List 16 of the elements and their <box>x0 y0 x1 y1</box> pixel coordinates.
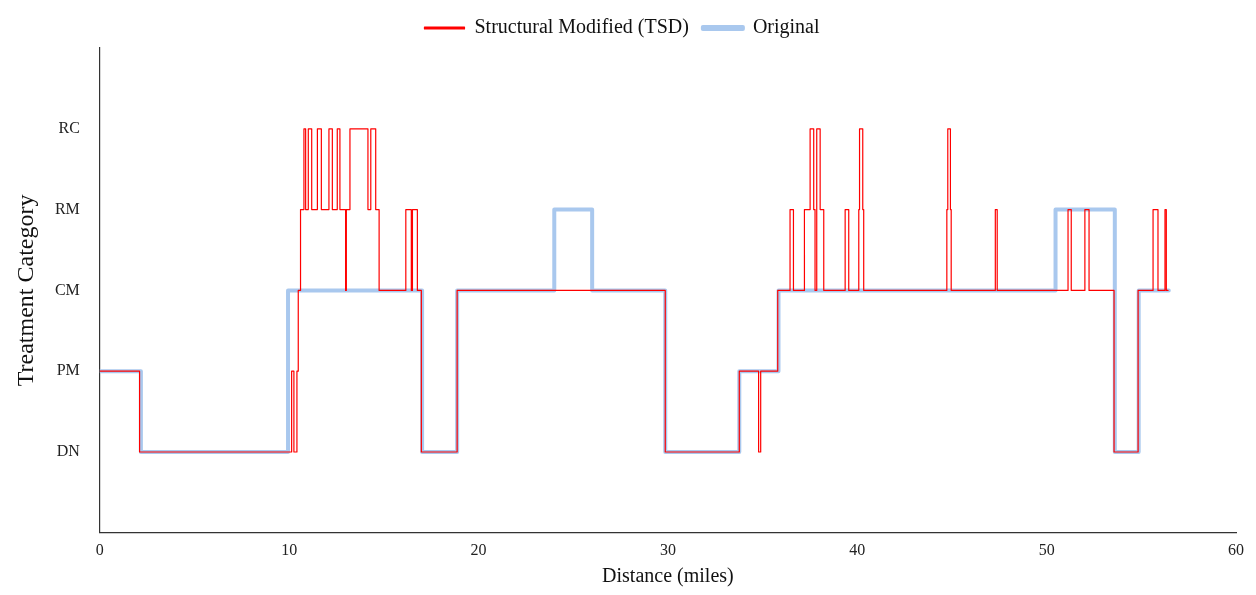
x-tick-label: 10 <box>281 540 298 558</box>
legend-label: Structural Modified (TSD) <box>474 15 689 39</box>
x-tick-label: 40 <box>849 540 866 558</box>
x-tick-label: 20 <box>470 540 487 558</box>
text: PM <box>56 361 80 379</box>
x-tick-label: 60 <box>1228 540 1244 558</box>
legend-label: Original <box>752 15 820 39</box>
text: CM <box>54 280 80 298</box>
x-tick-label: 30 <box>659 540 676 558</box>
x-axis-title: Distance (miles) <box>602 564 734 588</box>
text: RC <box>58 119 80 136</box>
text: RM <box>54 199 80 217</box>
y-axis-title: Treatment Category <box>11 194 38 387</box>
text: DN <box>56 442 81 460</box>
x-tick-label: 0 <box>95 540 104 558</box>
x-tick-label: 50 <box>1038 540 1055 558</box>
